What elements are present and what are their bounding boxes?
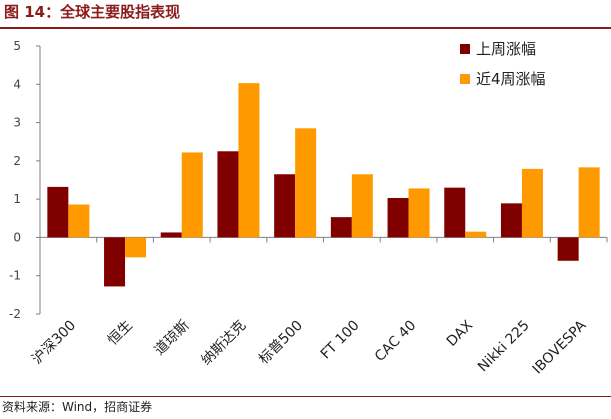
bar-four-weeks <box>68 204 90 238</box>
x-category-label: DAX <box>444 317 477 350</box>
y-tick-label: -2 <box>9 307 21 321</box>
bar-last-week <box>274 174 296 238</box>
y-tick-label: 1 <box>13 192 21 206</box>
x-category-label: 标普500 <box>256 318 306 368</box>
bar-four-weeks <box>521 168 543 238</box>
x-category-label: IBOVESPA <box>530 317 590 377</box>
y-tick-label: 4 <box>13 77 21 91</box>
x-category-label: Nikki 225 <box>475 318 533 376</box>
y-tick-label: 0 <box>13 230 21 244</box>
bar-last-week <box>217 151 239 238</box>
bar-last-week <box>557 237 579 261</box>
legend-label: 近4周涨幅 <box>476 70 546 88</box>
bar-four-weeks <box>238 83 260 238</box>
bar-four-weeks <box>295 128 317 238</box>
bar-four-weeks <box>408 188 430 238</box>
x-category-label: FT 100 <box>318 318 363 363</box>
bar-four-weeks <box>181 152 203 238</box>
figure-title: 图 14：全球主要股指表现 <box>4 3 181 21</box>
x-category-label: 纳斯达克 <box>198 318 249 369</box>
bar-four-weeks <box>351 174 373 238</box>
x-category-label: CAC 40 <box>372 318 419 365</box>
y-tick-label: -1 <box>9 269 21 283</box>
x-category-label: 沪深300 <box>29 318 79 368</box>
bar-last-week <box>500 203 522 238</box>
bar-last-week <box>47 186 69 238</box>
bar-last-week <box>330 217 352 238</box>
bar-last-week <box>160 232 182 238</box>
x-category-label: 道琼斯 <box>152 318 193 359</box>
legend-label: 上周涨幅 <box>476 40 536 58</box>
bar-four-weeks <box>125 237 147 258</box>
title-divider <box>0 27 611 29</box>
bar-last-week <box>104 237 126 287</box>
y-tick-label: 3 <box>13 116 21 130</box>
bar-four-weeks <box>578 167 600 238</box>
source-note: 资料来源：Wind，招商证券 <box>2 400 153 414</box>
bar-last-week <box>444 187 466 238</box>
x-category-label: 恒生 <box>105 318 136 349</box>
bar-last-week <box>387 197 409 238</box>
legend-swatch <box>460 74 470 84</box>
y-tick-label: 2 <box>13 154 21 168</box>
bar-four-weeks <box>465 231 487 238</box>
legend-swatch <box>460 44 470 54</box>
source-divider <box>0 396 611 397</box>
y-tick-label: 5 <box>13 39 21 53</box>
